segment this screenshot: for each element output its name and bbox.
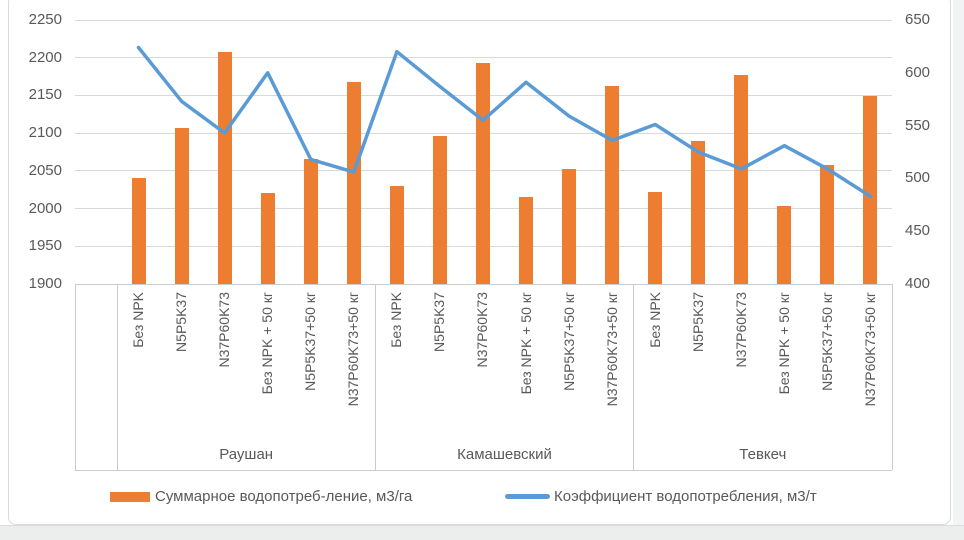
bar — [777, 206, 792, 284]
category-label: N5P5K37+50 кг — [302, 292, 319, 391]
gridline — [75, 19, 892, 21]
category-label: N37P60K73 — [216, 292, 233, 368]
right-axis-tick-label: 500 — [905, 169, 931, 187]
bar — [303, 158, 318, 284]
right-axis-tick-label: 450 — [905, 222, 931, 240]
line-series-swatch — [505, 494, 550, 499]
category-label: N5P5K37 — [689, 292, 706, 352]
category-label: N37P60K73 — [474, 292, 491, 368]
bar — [519, 196, 534, 284]
group-label: Камашевский — [457, 446, 552, 463]
left-axis-tick-label: 2100 — [28, 124, 62, 142]
category-label: Без NPK — [130, 292, 147, 348]
right-axis-tick-label: 650 — [905, 11, 931, 28]
gridline — [75, 57, 892, 59]
band-separator — [891, 284, 893, 470]
bar — [562, 168, 577, 284]
category-label: Без NPK + 50 кг — [517, 292, 534, 395]
legend-item-line-series[interactable]: Коэффициент водопотребления, м3/т — [505, 488, 817, 505]
category-label: N37P60K73+50 кг — [345, 292, 362, 407]
category-label: N5P5K37+50 кг — [560, 292, 577, 391]
band-separator — [374, 284, 376, 470]
category-label: N37P60K73 — [732, 292, 749, 368]
legend-label-bar-series: Суммарное водопотреб-ление, м3/га — [155, 488, 413, 505]
band-bottom-line — [75, 469, 892, 471]
axis-line — [75, 283, 892, 285]
left-axis-tick-label: 2150 — [28, 86, 62, 104]
bar — [605, 86, 620, 284]
right-axis-tick-label: 550 — [905, 116, 931, 134]
right-axis-tick-label: 600 — [905, 63, 931, 81]
worksheet-background-bottom — [0, 525, 964, 540]
bar — [389, 185, 404, 284]
legend-label-line-series: Коэффициент водопотребления, м3/т — [554, 488, 817, 505]
category-label: N5P5K37 — [431, 292, 448, 352]
band-separator — [74, 284, 76, 470]
bar — [820, 164, 835, 284]
bar — [734, 75, 749, 284]
category-label: Без NPK + 50 кг — [775, 292, 792, 395]
category-label: N5P5K37+50 кг — [818, 292, 835, 391]
category-label: N37P60K73+50 кг — [603, 292, 620, 407]
right-axis-tick-label: 400 — [905, 275, 931, 292]
group-label: Тевкеч — [739, 446, 787, 463]
bar — [648, 191, 663, 284]
band-separator — [633, 284, 635, 470]
bar — [260, 192, 275, 284]
legend-item-bar-series[interactable]: Суммарное водопотреб-ление, м3/га — [110, 488, 412, 505]
bar — [863, 96, 878, 284]
category-label: N37P60K73+50 кг — [861, 292, 878, 407]
water-coefficient-line — [136, 45, 873, 199]
category-label: N5P5K37 — [173, 292, 190, 352]
bar — [432, 136, 447, 284]
bar-series-swatch — [110, 491, 150, 502]
category-label: Без NPK — [388, 292, 405, 348]
group-label: Раушан — [219, 446, 274, 463]
worksheet-background-right — [953, 0, 964, 525]
bar — [691, 141, 706, 284]
left-axis-tick-label: 2200 — [28, 48, 62, 66]
band-separator — [116, 284, 118, 470]
line-series-path — [136, 45, 873, 199]
bar — [174, 127, 189, 284]
category-label: Без NPK — [646, 292, 663, 348]
bar — [217, 52, 232, 284]
bar — [346, 81, 361, 284]
bar — [131, 178, 146, 284]
category-label: Без NPK + 50 кг — [259, 292, 276, 395]
left-axis-tick-label: 1950 — [28, 237, 62, 255]
left-axis-tick-label: 2000 — [28, 199, 62, 217]
left-axis-tick-label: 2050 — [28, 161, 62, 179]
left-axis-tick-label: 2250 — [28, 11, 62, 28]
left-axis-tick-label: 1900 — [28, 275, 62, 292]
